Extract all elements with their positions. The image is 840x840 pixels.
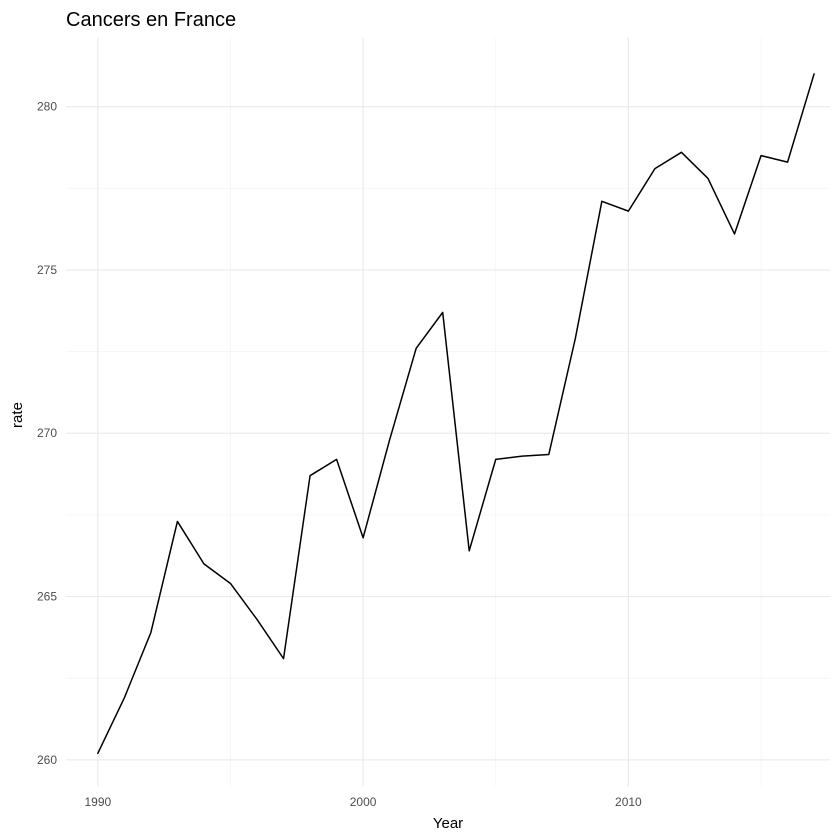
data-points — [98, 74, 814, 753]
y-axis-label: rate — [9, 402, 26, 428]
tick-labels: 260 265 270 275 280 1990 2000 2010 — [37, 100, 642, 809]
y-tick-label: 270 — [37, 426, 57, 440]
chart-title: Cancers en France — [66, 9, 236, 31]
series-line — [97, 73, 815, 755]
x-tick-label: 2000 — [350, 795, 377, 809]
gridlines — [66, 38, 830, 786]
y-tick-label: 275 — [37, 263, 57, 277]
y-tick-label: 260 — [37, 753, 57, 767]
y-tick-label: 265 — [37, 590, 57, 604]
x-tick-label: 1990 — [84, 795, 111, 809]
y-tick-label: 280 — [37, 100, 57, 114]
x-tick-label: 2010 — [615, 795, 642, 809]
x-axis-label: Year — [433, 815, 463, 832]
